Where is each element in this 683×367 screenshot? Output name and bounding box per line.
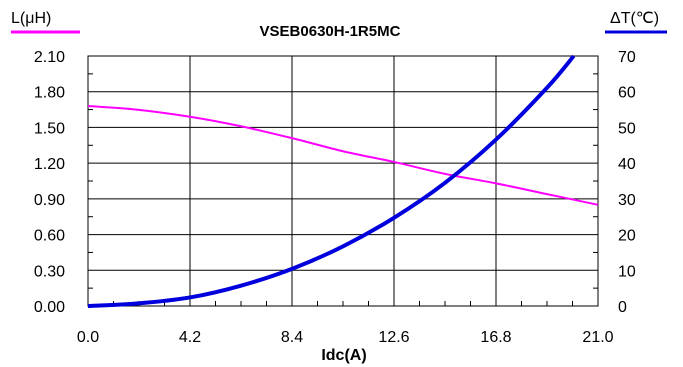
y-left-tick-label: 0.00	[34, 299, 65, 316]
y-right-tick-label: 40	[618, 156, 636, 173]
chart-title: VSEB0630H-1R5MC	[260, 23, 401, 40]
x-tick-label: 16.8	[480, 329, 511, 346]
x-tick-label: 4.2	[179, 329, 201, 346]
x-tick-label: 12.6	[378, 329, 409, 346]
x-tick-label: 21.0	[582, 329, 613, 346]
y-right-axis-title: ΔT(℃)	[610, 10, 659, 27]
grid	[88, 56, 598, 306]
series-line-inductance	[87, 105, 599, 206]
y-left-tick-label: 1.50	[34, 120, 65, 137]
y-right-tick-label: 20	[618, 228, 636, 245]
tick-labels: 0.0 4.2 8.4 12.6 16.8 21.0 0.00 0.30 0.60 0.90 1.2…	[34, 49, 636, 346]
x-tick-label: 8.4	[281, 329, 303, 346]
y-left-tick-label: 0.30	[34, 263, 65, 280]
y-right-tick-label: 0	[618, 299, 627, 316]
y-left-tick-label: 2.10	[34, 49, 65, 66]
y-left-tick-label: 0.60	[34, 228, 65, 245]
plot-frame	[87, 55, 599, 307]
y-right-tick-label: 10	[618, 263, 636, 280]
axes	[87, 55, 599, 307]
series-line-temperature-rise	[87, 54, 576, 308]
y-left-tick-label: 1.20	[34, 156, 65, 173]
y-right-tick-label: 70	[618, 49, 636, 66]
y-left-axis-title: L(μH)	[11, 10, 51, 27]
x-tick-label: 0.0	[77, 329, 99, 346]
x-axis-title: Idc(A)	[321, 347, 366, 364]
y-right-tick-label: 50	[618, 120, 636, 137]
y-right-tick-label: 60	[618, 85, 636, 102]
y-left-tick-label: 1.80	[34, 85, 65, 102]
y-left-tick-label: 0.90	[34, 192, 65, 209]
y-right-tick-label: 30	[618, 192, 636, 209]
series-group	[87, 54, 599, 308]
